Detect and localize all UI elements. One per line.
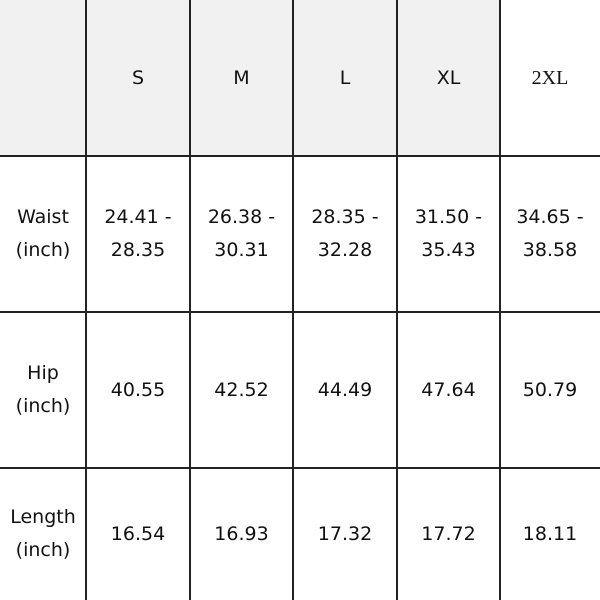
size-header-m: M <box>190 0 293 156</box>
column-divider <box>499 0 501 600</box>
size-header-l: L <box>293 0 397 156</box>
table-cell: 17.32 <box>317 522 373 545</box>
size-header-2xl: 2XL <box>531 66 569 89</box>
row-label: Hip (inch) <box>15 362 71 417</box>
table-cell: 26.38 -30.31 <box>207 206 276 261</box>
table-cell: 40.55 <box>110 378 166 401</box>
table-cell: 47.64 <box>421 378 476 401</box>
table-cell: 31.50 -35.43 <box>414 206 483 261</box>
row-divider <box>0 311 600 313</box>
column-divider <box>85 0 87 600</box>
table-cell: 18.11 <box>522 522 578 545</box>
table-cell: 17.72 <box>421 522 476 545</box>
column-divider <box>189 0 191 600</box>
column-divider <box>292 0 294 600</box>
size-header-xl: XL <box>397 0 500 156</box>
column-divider <box>396 0 398 600</box>
corner-cell <box>0 0 86 156</box>
size-header-s: S <box>86 0 190 156</box>
table-cell: 34.65 -38.58 <box>516 206 584 261</box>
row-label: Waist (inch) <box>15 206 71 261</box>
table-cell: 16.54 <box>110 522 166 545</box>
row-divider <box>0 155 600 157</box>
row-divider <box>0 467 600 469</box>
table-cell: 44.49 <box>317 378 373 401</box>
table-cell: 28.35 -32.28 <box>311 206 379 261</box>
table-cell: 16.93 <box>214 522 269 545</box>
row-label: Length (inch) <box>10 506 76 561</box>
table-cell: 42.52 <box>214 378 269 401</box>
table-cell: 24.41 -28.35 <box>104 206 172 261</box>
table-cell: 50.79 <box>522 378 578 401</box>
